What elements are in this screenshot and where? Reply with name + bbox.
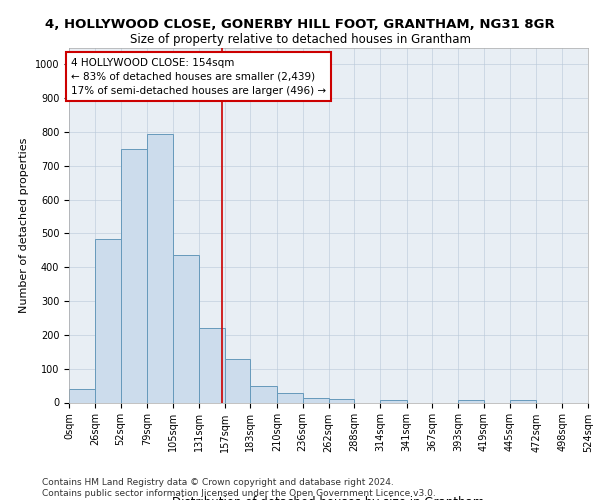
Bar xyxy=(277,394,303,402)
Text: Size of property relative to detached houses in Grantham: Size of property relative to detached ho… xyxy=(130,32,470,46)
Bar xyxy=(329,399,354,402)
Bar xyxy=(250,386,277,402)
Bar xyxy=(173,256,199,402)
Bar xyxy=(380,400,407,402)
Bar xyxy=(458,400,484,402)
Text: 4 HOLLYWOOD CLOSE: 154sqm
← 83% of detached houses are smaller (2,439)
17% of se: 4 HOLLYWOOD CLOSE: 154sqm ← 83% of detac… xyxy=(71,58,326,96)
Bar xyxy=(510,400,536,402)
Bar xyxy=(199,328,224,402)
Text: 4, HOLLYWOOD CLOSE, GONERBY HILL FOOT, GRANTHAM, NG31 8GR: 4, HOLLYWOOD CLOSE, GONERBY HILL FOOT, G… xyxy=(45,18,555,30)
Y-axis label: Number of detached properties: Number of detached properties xyxy=(19,138,29,312)
Bar xyxy=(121,149,147,403)
Bar xyxy=(147,134,173,402)
Bar xyxy=(303,398,329,402)
X-axis label: Distribution of detached houses by size in Grantham: Distribution of detached houses by size … xyxy=(172,496,485,500)
Bar xyxy=(69,389,95,402)
Text: Contains HM Land Registry data © Crown copyright and database right 2024.
Contai: Contains HM Land Registry data © Crown c… xyxy=(42,478,436,498)
Bar xyxy=(95,238,121,402)
Bar xyxy=(224,358,250,403)
